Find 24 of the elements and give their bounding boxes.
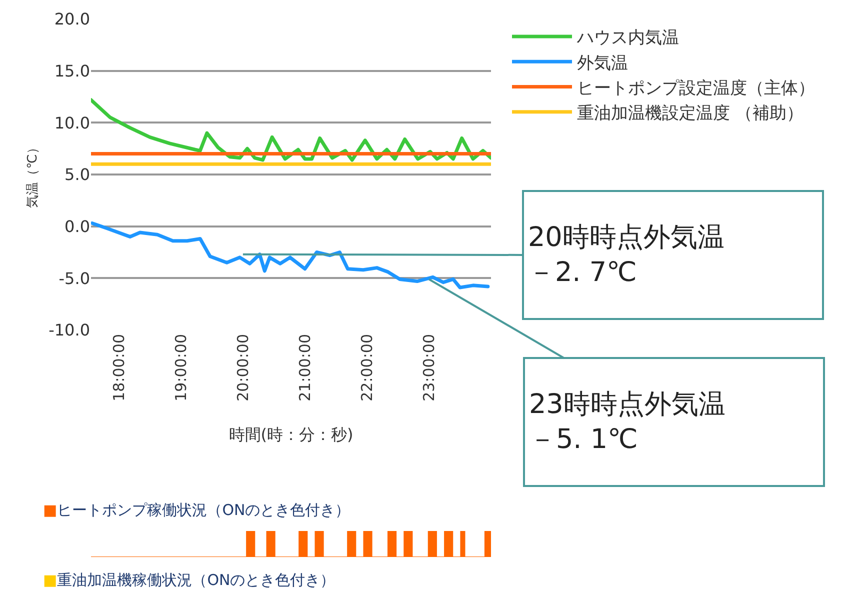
- x-tick-label: 19:00:00: [172, 334, 190, 402]
- y-tick-label: 20.0: [54, 10, 90, 29]
- y-tick-label: 10.0: [54, 113, 90, 132]
- text: ■重油加温機稼働状況（ONのとき色付き）: [43, 571, 336, 590]
- y-tick-label: 0.0: [64, 216, 90, 236]
- x-tick-label: 22:00:00: [358, 334, 376, 402]
- y-tick-label: 5.0: [64, 165, 90, 184]
- chart-title: ■ヒートポンプ稼働状況（ONのとき色付き）: [43, 501, 350, 520]
- y-tick-label: 15.0: [54, 61, 90, 80]
- y-tick-label: -5.0: [58, 268, 90, 288]
- x-tick-label: 20:00:00: [234, 334, 252, 402]
- legend-label: ハウス内気温: [576, 28, 679, 48]
- annotation: 20時時点外気温－2. 7℃: [528, 222, 724, 288]
- y-axis-title: 気温（℃）: [26, 141, 41, 208]
- legend-label: 重油加温機設定温度 （補助）: [577, 103, 804, 124]
- y-tick-label: -10.0: [48, 320, 90, 340]
- line-series: [91, 221, 490, 290]
- legend-label: 外気温: [577, 53, 628, 74]
- legend-label: ヒートポンプ設定温度（主体）: [577, 78, 815, 98]
- x-tick-label: 23:00:00: [420, 334, 438, 402]
- x-tick-label: 21:00:00: [296, 334, 314, 402]
- x-axis-title: 時間(時：分：秒): [228, 425, 354, 444]
- annotation: 23時時点外気温－5. 1℃: [529, 388, 726, 456]
- x-tick-label: 18:00:00: [110, 334, 128, 402]
